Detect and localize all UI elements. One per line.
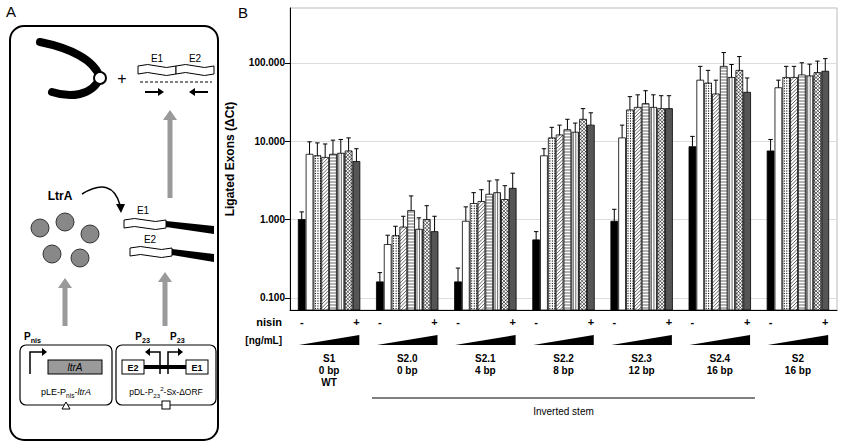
svg-text:Ligated Exons (ΔCt): Ligated Exons (ΔCt) [223, 102, 237, 217]
svg-text:16 bp: 16 bp [707, 365, 733, 376]
svg-text:-: - [378, 316, 382, 328]
svg-text:-: - [456, 316, 460, 328]
svg-text:pLE-Pnis-ltrA: pLE-Pnis-ltrA [41, 387, 91, 399]
svg-text:+: + [588, 316, 594, 328]
svg-text:-: - [300, 316, 304, 328]
svg-text:S2.4: S2.4 [709, 353, 730, 364]
svg-text:+: + [431, 316, 437, 328]
svg-text:1.000: 1.000 [260, 214, 285, 225]
svg-text:-: - [612, 316, 616, 328]
svg-text:A: A [6, 3, 16, 20]
svg-text:ltrA: ltrA [68, 362, 83, 373]
svg-text:16 bp: 16 bp [785, 365, 811, 376]
svg-text:[ng/mL]: [ng/mL] [245, 335, 282, 346]
svg-text:pDL-P232-Sx-ΔORF: pDL-P232-Sx-ΔORF [129, 385, 203, 399]
svg-text:E2: E2 [144, 234, 157, 245]
svg-text:+: + [666, 316, 672, 328]
svg-text:8 bp: 8 bp [553, 365, 574, 376]
svg-text:-: - [534, 316, 538, 328]
svg-text:WT: WT [321, 377, 337, 388]
svg-text:S2.2: S2.2 [553, 353, 574, 364]
svg-text:12 bp: 12 bp [629, 365, 655, 376]
svg-text:S1: S1 [323, 353, 336, 364]
svg-text:S2.3: S2.3 [631, 353, 652, 364]
svg-text:-: - [769, 316, 773, 328]
svg-text:0 bp: 0 bp [397, 365, 418, 376]
svg-text:10.000: 10.000 [254, 136, 285, 147]
svg-text:E1: E1 [191, 363, 202, 373]
svg-text:B: B [238, 4, 248, 21]
svg-text:0.100: 0.100 [260, 292, 285, 303]
svg-text:E1: E1 [151, 53, 164, 64]
svg-text:Pnis: Pnis [24, 331, 41, 345]
svg-text:E1: E1 [137, 205, 150, 216]
svg-text:S2.1: S2.1 [475, 353, 496, 364]
svg-text:+: + [744, 316, 750, 328]
svg-text:+: + [353, 316, 359, 328]
svg-text:100.000: 100.000 [249, 57, 286, 68]
svg-text:4 bp: 4 bp [475, 365, 496, 376]
svg-text:E2: E2 [127, 363, 138, 373]
svg-text:-: - [691, 316, 695, 328]
svg-text:+: + [117, 70, 126, 87]
svg-text:P23: P23 [135, 331, 150, 345]
svg-text:Inverted stem: Inverted stem [533, 406, 594, 417]
svg-text:LtrA: LtrA [48, 189, 73, 203]
svg-text:S2.0: S2.0 [397, 353, 418, 364]
svg-text:0 bp: 0 bp [319, 365, 340, 376]
svg-text:nisin: nisin [256, 316, 282, 328]
svg-text:+: + [822, 316, 828, 328]
svg-text:+: + [509, 316, 515, 328]
svg-text:S2: S2 [792, 353, 805, 364]
svg-text:P23: P23 [170, 331, 185, 345]
svg-text:E2: E2 [189, 53, 202, 64]
